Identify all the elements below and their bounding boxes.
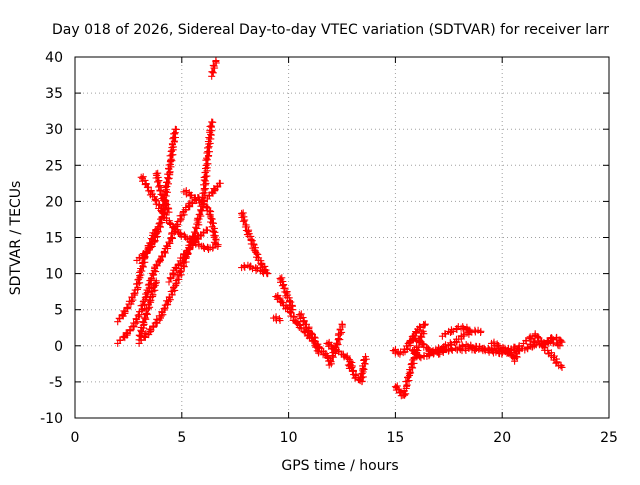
data-point-markers: [270, 313, 284, 325]
series-track-u: [344, 353, 370, 386]
y-tick-label: 5: [54, 303, 63, 319]
y-tick-label: 30: [45, 122, 63, 138]
data-point-markers: [488, 338, 523, 365]
series-track-aa: [438, 323, 474, 340]
series-track-g: [156, 194, 203, 264]
data-point-markers: [541, 333, 566, 347]
x-axis-label: GPS time / hours: [281, 458, 398, 474]
series-track-r: [295, 310, 323, 357]
data-point-markers: [238, 261, 271, 278]
y-tick-label: 0: [54, 339, 63, 355]
data-layer: [114, 57, 566, 400]
x-tick-label: 15: [386, 430, 404, 446]
y-tick-label: -10: [40, 411, 63, 427]
data-point-markers: [295, 310, 323, 357]
y-tick-label: -5: [49, 375, 63, 391]
y-tick-label: 10: [45, 267, 63, 283]
y-tick-label: 40: [45, 50, 63, 66]
y-tick-label: 25: [45, 158, 63, 174]
x-tick-label: 0: [71, 430, 80, 446]
series-track-m: [238, 209, 272, 278]
x-tick-label: 20: [493, 430, 511, 446]
y-tick-label: 35: [45, 86, 63, 102]
chart-title: Day 018 of 2026, Sidereal Day-to-day VTE…: [52, 22, 609, 38]
data-point-markers: [344, 353, 370, 386]
series-track-l: [152, 169, 173, 216]
data-point-markers: [238, 209, 272, 278]
series-track-q: [270, 313, 284, 325]
data-point-markers: [152, 169, 173, 216]
series-track-ad: [488, 338, 523, 365]
y-tick-label: 15: [45, 231, 63, 247]
tick-layer: 0 5 10 15 20 25 -10 -5 0 5 10 15 20 25 30 35 40: [40, 50, 618, 446]
x-tick-label: 10: [280, 430, 298, 446]
x-tick-label: 25: [600, 430, 618, 446]
data-point-markers: [208, 57, 220, 80]
data-point-markers: [203, 179, 224, 203]
x-tick-label: 5: [177, 430, 186, 446]
series-track-t: [325, 320, 346, 369]
series-track-o: [276, 274, 297, 314]
series-track-k: [208, 57, 220, 80]
data-point-markers: [180, 187, 220, 249]
data-point-markers: [438, 323, 474, 340]
series-track-h: [165, 226, 211, 286]
series-track-i: [180, 187, 220, 249]
data-point-markers: [276, 274, 297, 314]
series-track-n: [238, 261, 271, 278]
series-track-j: [203, 179, 224, 203]
data-point-markers: [165, 226, 211, 286]
data-point-markers: [325, 320, 346, 369]
y-axis-label: SDTVAR / TECUs: [8, 181, 24, 296]
data-point-markers: [156, 194, 203, 264]
y-tick-label: 20: [45, 194, 63, 210]
data-point-markers: [114, 255, 164, 347]
series-track-b: [114, 255, 164, 347]
series-track-ag: [541, 333, 566, 347]
